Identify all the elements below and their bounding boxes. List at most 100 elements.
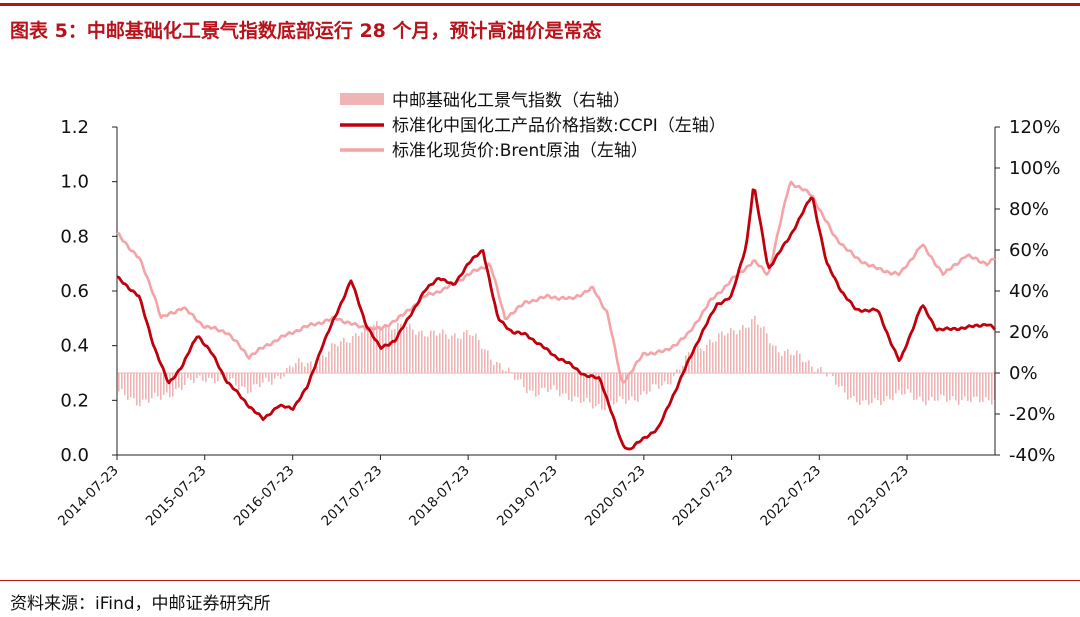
index-bar xyxy=(871,373,873,404)
index-bar xyxy=(538,373,540,395)
index-bar xyxy=(862,373,864,401)
x-tick-label: 2017-07-23 xyxy=(318,463,385,530)
index-bar xyxy=(244,373,246,388)
index-bar xyxy=(730,327,732,373)
index-bar xyxy=(352,335,354,373)
index-bar xyxy=(826,373,828,377)
index-bar xyxy=(520,373,522,380)
index-bar xyxy=(481,348,483,373)
index-bar xyxy=(955,373,957,401)
index-bar xyxy=(328,351,330,373)
index-bar xyxy=(400,324,402,373)
index-bar xyxy=(595,373,597,407)
index-bar xyxy=(466,330,468,373)
index-bar xyxy=(379,325,381,373)
index-bar xyxy=(901,373,903,395)
index-bar xyxy=(202,373,204,381)
index-bar xyxy=(976,373,978,397)
index-bar xyxy=(157,373,159,397)
index-bar xyxy=(607,373,609,403)
index-bar xyxy=(433,330,435,373)
index-bar xyxy=(715,341,717,373)
index-bar xyxy=(799,353,801,373)
index-bar xyxy=(250,373,252,393)
index-bar xyxy=(805,362,807,373)
index-bar xyxy=(985,373,987,398)
index-bar xyxy=(811,366,813,373)
legend-label: 中邮基础化工景气指数（右轴） xyxy=(392,91,630,111)
index-bar xyxy=(931,373,933,397)
index-bar xyxy=(394,329,396,373)
index-bar xyxy=(283,373,285,377)
index-bar xyxy=(199,373,201,376)
index-bar xyxy=(541,373,543,388)
left-tick-label: 0.4 xyxy=(60,336,89,357)
index-bar xyxy=(409,323,411,373)
index-bar xyxy=(421,330,423,373)
index-bar xyxy=(667,373,669,385)
index-bar xyxy=(868,373,870,405)
right-tick-label: 60% xyxy=(1009,240,1049,261)
index-bar xyxy=(859,373,861,405)
index-bar xyxy=(232,373,234,379)
right-tick-label: -20% xyxy=(1009,404,1056,425)
index-bar xyxy=(865,373,867,401)
x-tick-label: 2016-07-23 xyxy=(231,463,298,530)
index-bar xyxy=(142,373,144,400)
index-bar xyxy=(979,373,981,403)
index-bar xyxy=(508,367,510,373)
index-bar xyxy=(148,373,150,403)
index-bar xyxy=(415,334,417,373)
index-bar xyxy=(376,321,378,373)
index-bar xyxy=(745,327,747,373)
index-bar xyxy=(700,348,702,373)
index-bar xyxy=(958,373,960,405)
index-bar xyxy=(577,373,579,398)
index-bar xyxy=(748,327,750,373)
index-bars-group xyxy=(117,315,996,411)
x-tick-label: 2023-07-23 xyxy=(845,463,912,530)
legend: 中邮基础化工景气指数（右轴） 标准化中国化工产品价格指数:CCPI（左轴） 标准化现… xyxy=(340,91,726,161)
x-tick-label: 2018-07-23 xyxy=(406,463,473,530)
index-bar xyxy=(361,332,363,373)
index-bar xyxy=(526,373,528,394)
index-bar xyxy=(982,373,984,402)
index-bar xyxy=(529,373,531,391)
index-bar xyxy=(502,370,504,373)
index-bar xyxy=(556,373,558,390)
index-bar xyxy=(469,334,471,373)
index-bar xyxy=(385,325,387,373)
index-bar xyxy=(427,336,429,373)
index-bar xyxy=(904,373,906,395)
index-bar xyxy=(766,333,768,373)
index-bar xyxy=(505,371,507,373)
index-bar xyxy=(847,373,849,400)
index-bar xyxy=(988,373,990,401)
index-bar xyxy=(163,373,165,395)
index-bar xyxy=(319,358,321,373)
index-bar xyxy=(808,360,810,373)
index-bar xyxy=(280,373,282,380)
brent-line xyxy=(116,180,996,384)
index-bar xyxy=(853,373,855,397)
index-bar xyxy=(346,342,348,373)
index-bar xyxy=(256,373,258,385)
index-bar xyxy=(793,355,795,373)
index-bar xyxy=(649,373,651,392)
index-bar xyxy=(721,331,723,373)
index-bar xyxy=(973,373,975,397)
index-bar xyxy=(475,333,477,373)
index-bar xyxy=(295,363,297,373)
legend-label: 标准化中国化工产品价格指数:CCPI（左轴） xyxy=(392,116,726,136)
index-bar xyxy=(709,339,711,373)
index-bar xyxy=(406,326,408,373)
index-bar xyxy=(574,373,576,397)
index-bar xyxy=(580,373,582,403)
index-bar xyxy=(190,373,192,380)
source-note: 资料来源：iFind，中邮证券研究所 xyxy=(10,594,271,614)
index-bar xyxy=(679,369,681,373)
index-bar xyxy=(343,337,345,373)
index-bar xyxy=(751,319,753,373)
figure-title: 图表 5：中邮基础化工景气指数底部运行 28 个月，预计高油价是常态 xyxy=(10,20,602,42)
x-tick-label: 2020-07-23 xyxy=(582,463,649,530)
